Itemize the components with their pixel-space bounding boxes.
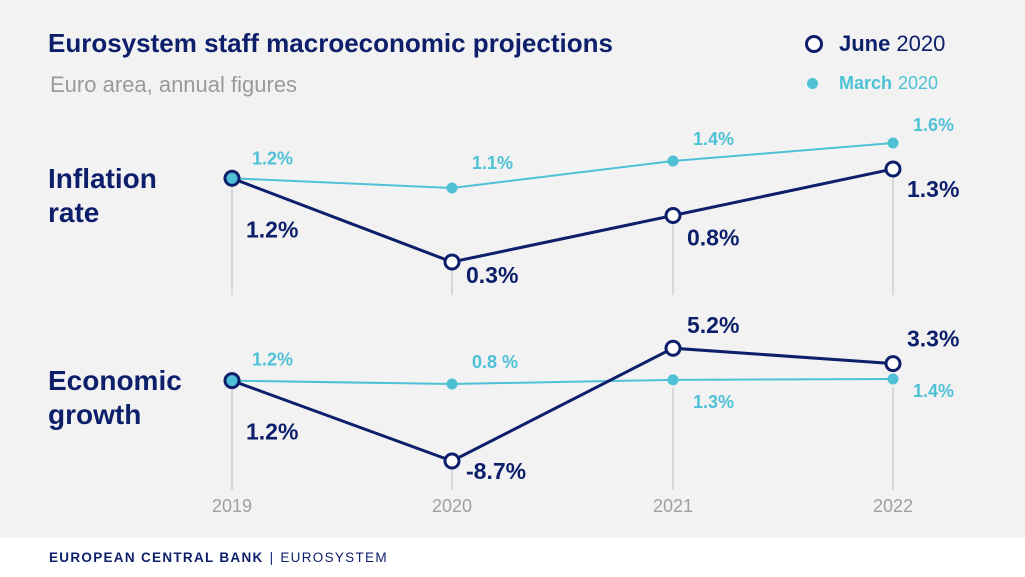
growth-march-point-2021 — [667, 374, 679, 386]
x-tick-label-2020: 2020 — [432, 496, 472, 516]
x-tick-label-2021: 2021 — [653, 496, 693, 516]
footer-eurosystem: EUROSYSTEM — [280, 550, 388, 565]
inflation-june-label-2019: 1.2% — [246, 216, 298, 242]
inflation-june-label-2022: 1.3% — [907, 176, 959, 202]
legend-marker-march-icon — [807, 78, 818, 89]
panel-label-inflation-line2: rate — [48, 197, 100, 228]
legend-march-bold: March — [839, 73, 893, 93]
legend-item-march: March 2020 — [805, 73, 938, 94]
legend-june-bold: June — [839, 31, 891, 56]
inflation-june-point-2019 — [223, 169, 241, 187]
chart-svg: 1.2% 1.1% 1.4% 1.6% 1.2% 0.3% 0.8% 1.3% 1.2% 0.8 … — [212, 115, 959, 516]
growth-march-label-2020: 0.8 % — [472, 352, 518, 372]
legend-marker-june-icon — [805, 35, 823, 53]
inflation-june-point-2020 — [443, 253, 461, 271]
growth-june-line — [231, 346, 894, 463]
inflation-march-point-2022 — [887, 137, 899, 149]
panel-label-growth-line2: growth — [48, 399, 142, 430]
chart-area: Eurosystem staff macroeconomic projectio… — [0, 0, 1025, 538]
growth-june-point-2021 — [664, 339, 682, 357]
footer-bank-name: EUROPEAN CENTRAL BANK — [49, 550, 264, 565]
inflation-june-label-2020: 0.3% — [466, 262, 518, 288]
growth-march-label-2021: 1.3% — [693, 392, 734, 412]
inflation-june-line — [231, 167, 894, 264]
x-tick-label-2022: 2022 — [873, 496, 913, 516]
legend-march-rest: 2020 — [898, 73, 939, 93]
panel-label-growth-line1: Economic — [48, 365, 182, 396]
growth-june-label-2022: 3.3% — [907, 326, 959, 352]
footer-separator: | — [269, 550, 275, 565]
footer: EUROPEAN CENTRAL BANK | EUROSYSTEM — [0, 538, 1025, 577]
inflation-march-label-2022: 1.6% — [913, 115, 954, 135]
inflation-march-point-2021 — [667, 155, 679, 167]
growth-june-label-2020: -8.7% — [466, 458, 526, 484]
inflation-march-point-2020 — [446, 182, 458, 194]
growth-march-point-2020 — [446, 378, 458, 390]
growth-june-label-2019: 1.2% — [246, 419, 298, 445]
legend-june-rest: 2020 — [896, 31, 946, 56]
inflation-march-label-2021: 1.4% — [693, 129, 734, 149]
panel-label-inflation-line1: Inflation — [48, 163, 157, 194]
panel-label-inflation: Inflation rate — [48, 162, 157, 230]
growth-june-point-2020 — [443, 452, 461, 470]
inflation-june-point-2022 — [884, 160, 902, 178]
inflation-march-label-2020: 1.1% — [472, 153, 513, 173]
growth-march-label-2019: 1.2% — [252, 350, 293, 370]
growth-march-label-2022: 1.4% — [913, 381, 954, 401]
chart-title: Eurosystem staff macroeconomic projectio… — [48, 28, 613, 58]
inflation-march-line — [231, 142, 894, 190]
growth-june-point-2022 — [884, 355, 902, 373]
growth-march-point-2022 — [887, 373, 899, 385]
chart-subtitle: Euro area, annual figures — [50, 72, 298, 97]
growth-june-point-2019 — [223, 372, 241, 390]
inflation-june-point-2021 — [664, 207, 682, 224]
inflation-march-label-2019: 1.2% — [252, 148, 293, 168]
footer-text: EUROPEAN CENTRAL BANK | EUROSYSTEM — [49, 550, 388, 565]
panel-label-growth: Economic growth — [48, 364, 182, 432]
growth-march-line — [231, 378, 894, 386]
growth-june-label-2021: 5.2% — [687, 312, 739, 338]
legend-item-june: June 2020 — [805, 31, 945, 57]
inflation-june-label-2021: 0.8% — [687, 225, 739, 251]
x-tick-label-2019: 2019 — [212, 496, 252, 516]
